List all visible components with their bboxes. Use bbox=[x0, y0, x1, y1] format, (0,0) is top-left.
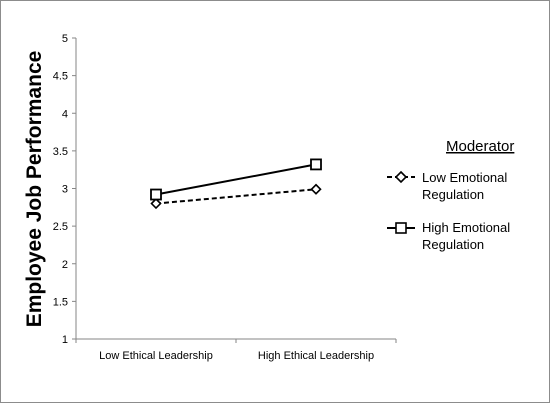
legend-entry-high: High Emotional Regulation bbox=[387, 220, 510, 252]
plot-series bbox=[150, 158, 322, 210]
y-axis-title: Employee Job Performance bbox=[23, 51, 46, 328]
y-tick-label-7: 4.5 bbox=[53, 71, 68, 83]
series-1-square-marker-1 bbox=[310, 158, 322, 171]
y-tick-label-3: 2.5 bbox=[53, 221, 68, 233]
y-tick-label-6: 4 bbox=[62, 108, 68, 120]
x-tick-label-1: High Ethical Leadership bbox=[258, 350, 374, 362]
series-0-diamond-marker-1 bbox=[310, 183, 322, 195]
series-line-0 bbox=[155, 188, 317, 205]
series-line-1 bbox=[155, 163, 317, 196]
legend-high-square-marker bbox=[395, 222, 407, 234]
legend-low-label-line2: Regulation bbox=[422, 187, 484, 202]
legend-high-label-line2: Regulation bbox=[422, 237, 484, 252]
x-tick-label-0: Low Ethical Leadership bbox=[99, 350, 213, 362]
legend-title: Moderator bbox=[446, 138, 514, 155]
legend-low-diamond-marker bbox=[394, 170, 408, 184]
y-tick-label-0: 1 bbox=[62, 334, 68, 346]
y-axis-ticks: 1 1.5 2 2.5 3 3.5 4 4.5 5 bbox=[53, 33, 76, 346]
y-tick-label-4: 3 bbox=[62, 184, 68, 196]
legend: Moderator Low Emotional Regulation High … bbox=[387, 138, 514, 252]
series-0-diamond-marker-0 bbox=[150, 197, 162, 210]
y-tick-label-8: 5 bbox=[62, 33, 68, 45]
legend-entry-low: Low Emotional Regulation bbox=[387, 170, 507, 202]
legend-high-label-line1: High Emotional bbox=[422, 220, 510, 235]
x-axis-ticks: Low Ethical Leadership High Ethical Leade… bbox=[75, 339, 397, 362]
y-tick-label-5: 3.5 bbox=[53, 146, 68, 158]
legend-low-label-line1: Low Emotional bbox=[422, 170, 507, 185]
y-tick-label-2: 2 bbox=[62, 259, 68, 271]
y-tick-label-1: 1.5 bbox=[53, 296, 68, 308]
series-1-square-marker-0 bbox=[150, 188, 162, 201]
